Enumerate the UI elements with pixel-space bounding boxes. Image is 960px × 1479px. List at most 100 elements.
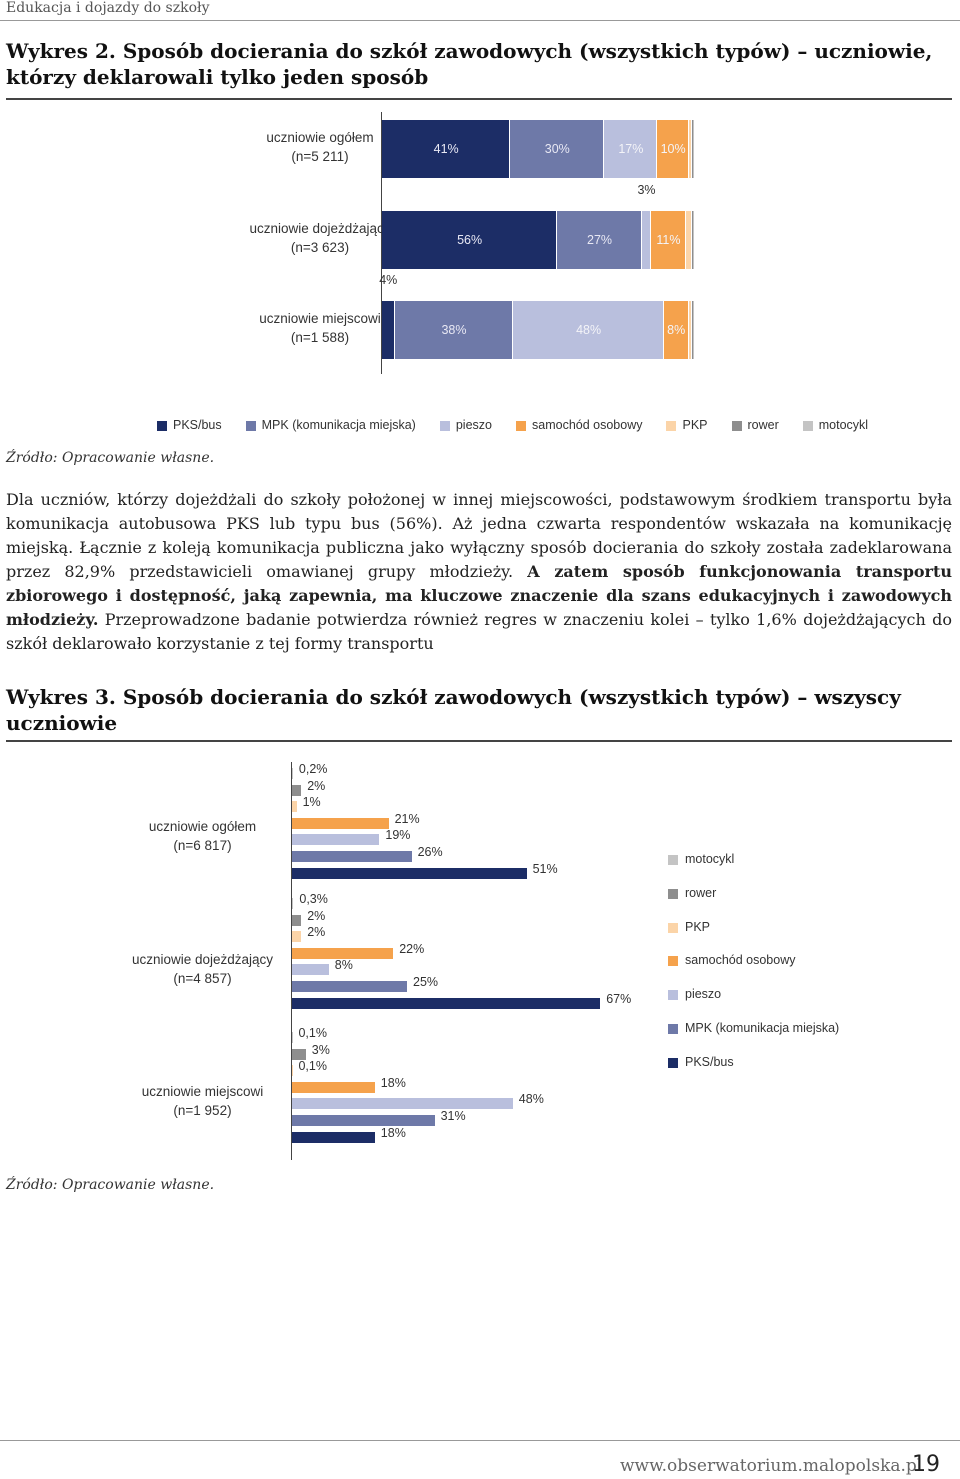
legend-label: MPK (komunikacja miejska) [261, 418, 416, 432]
legend-swatch [668, 956, 678, 967]
legend-label: motocykl [685, 852, 735, 866]
chart-title: Wykres 2. Sposób docierania do szkół zaw… [6, 39, 933, 89]
data-label: 48% [576, 323, 602, 337]
bar [292, 1115, 435, 1126]
data-label: 0,1% [298, 1059, 327, 1074]
legend-label: motocykl [818, 418, 869, 432]
bar [292, 1131, 375, 1143]
bar [292, 898, 294, 909]
data-label: 17% [618, 142, 644, 156]
data-label: 8% [334, 958, 353, 973]
legend-swatch [157, 421, 167, 431]
data-label: 38% [441, 323, 467, 337]
data-label: 2% [307, 925, 326, 940]
data-label: 26% [417, 845, 443, 859]
bar [292, 914, 302, 926]
legend-label: PKS/bus [173, 418, 222, 432]
legend-label: rower [685, 885, 717, 900]
bar-segment [651, 211, 685, 269]
footer-rule [0, 1440, 960, 1441]
data-label: 25% [413, 975, 439, 989]
bar-segment [657, 120, 688, 178]
data-label: 27% [587, 233, 613, 247]
chart: uczniowie ogółem (n=6 817) 51% 26% 19% 21% 1%… [131, 762, 840, 1160]
bar-segment [693, 301, 695, 359]
bar-segment [691, 301, 693, 359]
header-rule [0, 20, 960, 21]
legend-label: samochód osobowy [685, 953, 796, 968]
bar [292, 801, 297, 813]
legend-label: PKP [682, 418, 708, 432]
bar [292, 817, 389, 829]
footer-url: www.obserwatorium.malopolska.pl [620, 1456, 923, 1476]
data-label: 41% [433, 142, 459, 156]
page-number: 19 [912, 1452, 940, 1477]
category-label: uczniowie dojeżdżający (n=4 857) [131, 952, 274, 986]
data-label: 8% [667, 323, 686, 337]
data-label: 10% [660, 142, 686, 156]
legend-swatch [668, 1057, 678, 1068]
bar-segment [604, 120, 657, 178]
source: Źródło: Opracowanie własne. [6, 450, 215, 466]
data-label: 0,3% [299, 892, 328, 906]
data-label: 19% [385, 828, 411, 843]
bar [292, 768, 293, 779]
bar [292, 784, 302, 796]
bar-segment [641, 211, 651, 269]
legend-label: MPK (komunikacja miejska) [685, 1021, 840, 1035]
legend-swatch [668, 1024, 678, 1034]
legend-swatch [731, 421, 742, 431]
running-header: Edukacja i dojazdy do szkoły [6, 0, 210, 16]
data-label: 4% [379, 273, 398, 287]
bar-segment [382, 301, 394, 359]
title-rule [6, 98, 952, 100]
text: Przeprowadzone badanie potwierdza równie… [6, 610, 952, 653]
data-label: 18% [380, 1075, 406, 1090]
axis-line [291, 762, 292, 1160]
legend-label: pieszo [455, 418, 492, 432]
data-label: 3% [637, 183, 656, 197]
bar [292, 834, 380, 846]
data-label: 48% [518, 1092, 544, 1107]
legend-swatch [668, 922, 678, 933]
bar [292, 981, 407, 992]
bar-segment [382, 120, 510, 178]
data-label: 3% [311, 1042, 330, 1057]
title-rule [6, 740, 952, 742]
chart-title: Wykres 3. Sposób docierania do szkół zaw… [6, 685, 901, 735]
legend-label: PKS/bus [685, 1054, 734, 1069]
chart: uczniowie ogółem (n=5 211) 41% 30% 17% 10% uc… [0, 0, 960, 480]
data-label: 18% [380, 1125, 406, 1140]
data-label: 1% [302, 795, 321, 810]
bar [292, 931, 302, 943]
data-label: 0,1% [298, 1026, 327, 1040]
bar-segment [510, 120, 604, 178]
legend-swatch [439, 421, 450, 431]
category-label: uczniowie ogółem (n=6 817) [148, 819, 257, 853]
data-label: 30% [544, 142, 570, 156]
data-label: 51% [532, 861, 558, 876]
category-label: uczniowie miejscowi (n=1 588) [259, 311, 381, 345]
legend-swatch [668, 990, 678, 1001]
bar [292, 997, 601, 1009]
legend-swatch [666, 421, 677, 431]
bar-segment [693, 211, 695, 269]
legend-label: rower [747, 418, 779, 432]
category-label: uczniowie ogółem (n=5 211) [266, 130, 374, 164]
bold-text: A zatem sposób funkcjonowania transportu… [6, 562, 953, 629]
data-label: 31% [440, 1109, 466, 1123]
bar-segment [685, 211, 691, 269]
category-label: uczniowie dojeżdżający (n=3 623) [249, 221, 391, 255]
data-label: 11% [656, 233, 681, 247]
data-label: 56% [457, 233, 483, 247]
bar [292, 867, 527, 879]
bar [292, 947, 394, 959]
axis-line [381, 112, 382, 374]
legend-label: PKP [685, 919, 711, 934]
data-label: 2% [307, 908, 326, 923]
bar [292, 1081, 375, 1093]
bar-segment [557, 211, 641, 269]
bar [292, 1098, 513, 1110]
legend-swatch [245, 421, 256, 431]
